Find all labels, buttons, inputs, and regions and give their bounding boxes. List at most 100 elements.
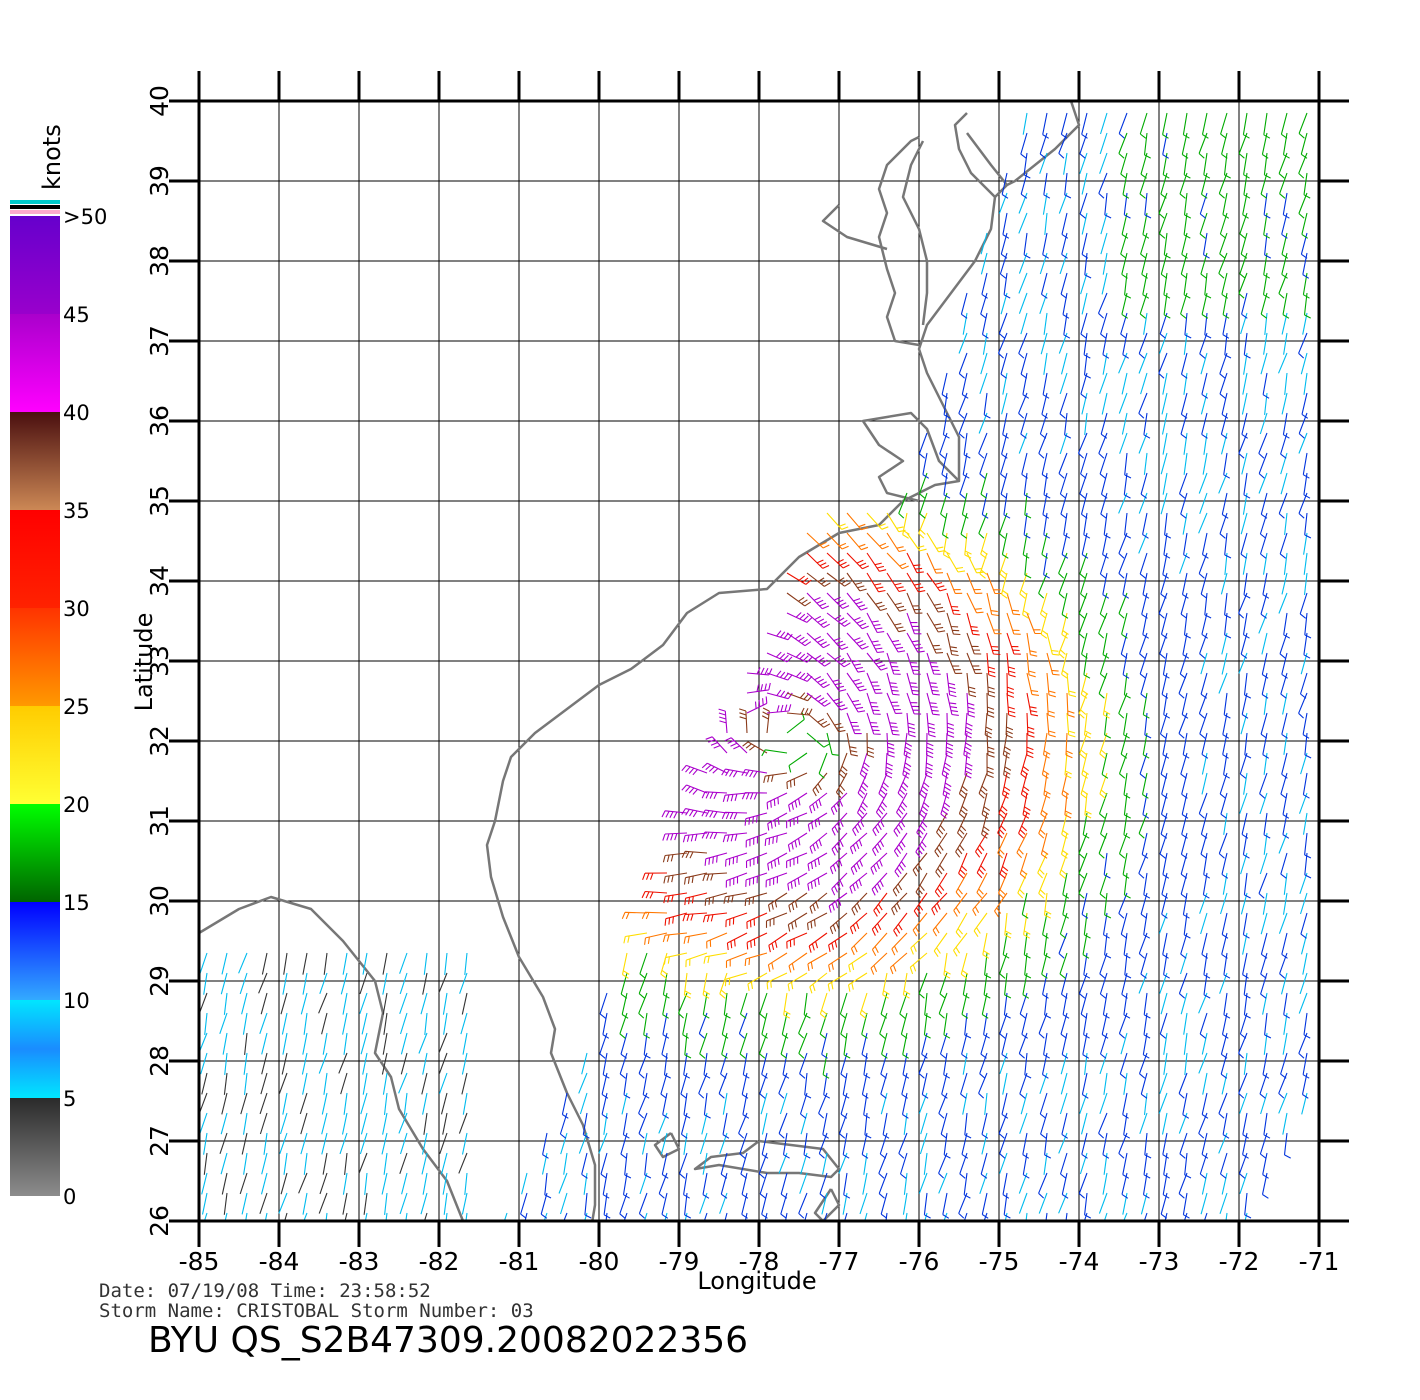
wind-barb (1201, 412, 1208, 439)
wind-barb (1001, 1092, 1009, 1119)
wind-barb (964, 1112, 972, 1139)
wind-barb (1240, 312, 1248, 335)
wind-barb (1300, 352, 1308, 375)
wind-barb (806, 632, 830, 649)
wind-barb (760, 1092, 768, 1115)
wind-barb (1080, 372, 1088, 399)
wind-barb (1302, 712, 1310, 739)
wind-barb (1264, 312, 1268, 335)
wind-barb (1282, 412, 1290, 439)
wind-barb (919, 492, 928, 519)
wind-barb (852, 812, 868, 837)
wind-barb (800, 1152, 808, 1175)
wind-barb (1123, 472, 1131, 499)
wind-barb (826, 512, 849, 530)
wind-barb (886, 532, 906, 553)
wind-barb (1223, 952, 1231, 979)
wind-barb (1260, 492, 1268, 519)
wind-barb (923, 1192, 931, 1219)
wind-barb (1061, 1172, 1069, 1199)
wind-barb (806, 592, 830, 610)
wind-barb (1140, 672, 1148, 699)
wind-barb (1298, 152, 1308, 179)
wind-barb (1079, 732, 1088, 759)
wind-barb (220, 1112, 228, 1135)
wind-barb (982, 932, 990, 959)
wind-barb (1142, 692, 1150, 719)
wind-barb (1026, 692, 1039, 717)
wind-barb (1160, 812, 1168, 839)
wind-barb (399, 1132, 408, 1155)
wind-barb (806, 692, 831, 707)
wind-barb (1219, 352, 1228, 379)
wind-barb (1218, 832, 1228, 859)
wind-barb (725, 912, 748, 928)
wind-barb (1182, 512, 1188, 535)
wind-barb (1180, 252, 1188, 279)
wind-barb (1060, 352, 1068, 375)
wind-barb (940, 1112, 948, 1139)
wind-barb (938, 1172, 948, 1194)
wind-barb (924, 1212, 928, 1221)
wind-barb (886, 732, 895, 758)
wind-barb (399, 1012, 408, 1035)
wind-barb (1026, 652, 1036, 678)
wind-barb (1099, 372, 1108, 394)
longitude-tick-labels: -85 -84 -83 -82 -81 -80 -79 -78 -77 -76 -75 -74 -73-… (179, 1247, 1340, 1276)
wind-barb (1046, 672, 1056, 698)
wind-barb (1201, 1132, 1209, 1159)
wind-barb (1163, 1052, 1168, 1075)
wind-barb (1281, 652, 1288, 679)
wind-barb (1118, 1132, 1128, 1159)
wind-barb (1158, 352, 1168, 379)
latitude-tick-label: 36 (145, 405, 174, 437)
wind-barb (722, 1112, 730, 1139)
coastline-segment (199, 895, 465, 1221)
wind-barb (1059, 372, 1068, 395)
wind-barb (1083, 512, 1091, 539)
wind-barb (1120, 1032, 1128, 1055)
wind-barb (663, 952, 688, 965)
wind-barb (340, 1072, 348, 1095)
wind-barb (1081, 172, 1088, 195)
wind-barb (1219, 1152, 1228, 1179)
wind-barb (880, 1192, 888, 1219)
wind-barb (559, 1192, 568, 1215)
wind-barb (831, 812, 848, 836)
wind-barb (1099, 1052, 1108, 1075)
wind-barb (1121, 212, 1129, 239)
wind-barb (638, 972, 648, 999)
wind-barb (1182, 892, 1190, 919)
wind-barb (979, 1052, 988, 1079)
wind-barb (702, 972, 711, 999)
wind-barb (903, 1172, 908, 1195)
longitude-tick-label: -75 (979, 1247, 1020, 1276)
wind-barb (422, 1172, 428, 1195)
wind-barb (342, 1192, 348, 1215)
wind-barb (1201, 732, 1209, 759)
wind-barb (846, 612, 869, 630)
wind-barb (720, 1172, 728, 1199)
wind-barb (1026, 672, 1039, 696)
wind-barb (905, 1212, 908, 1221)
wind-barbs (199, 112, 1312, 1221)
wind-barb (721, 1012, 729, 1039)
wind-barb (680, 1072, 688, 1099)
wind-barb (1282, 1112, 1288, 1135)
wind-barb (281, 1012, 288, 1035)
wind-barb (664, 912, 688, 926)
wind-barb (584, 1212, 588, 1221)
latitude-tick-label: 34 (145, 565, 174, 597)
wind-barb (902, 512, 910, 539)
wind-barb (1020, 412, 1028, 439)
wind-barb (1180, 872, 1188, 899)
wind-barb (219, 1012, 228, 1034)
wind-barb (1263, 332, 1268, 355)
wind-barb (738, 1012, 748, 1039)
wind-barb (703, 952, 728, 964)
wind-barb (981, 1192, 989, 1219)
wind-barb (938, 1152, 948, 1179)
wind-barb (906, 592, 923, 614)
wind-barb (1143, 412, 1151, 439)
wind-barb (1043, 1152, 1048, 1175)
